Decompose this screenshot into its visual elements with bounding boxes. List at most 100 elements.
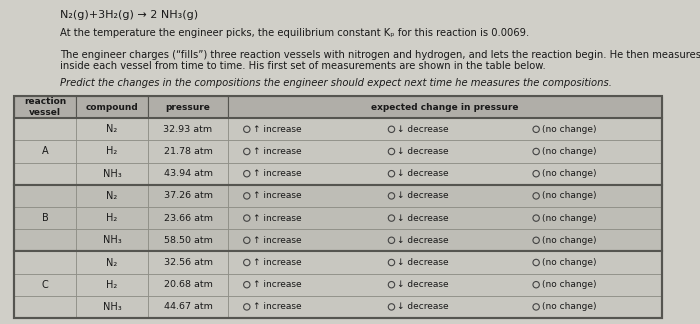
Text: expected change in pressure: expected change in pressure xyxy=(371,103,519,111)
Text: (no change): (no change) xyxy=(542,236,596,245)
Text: Predict the changes in the compositions the engineer should expect next time he : Predict the changes in the compositions … xyxy=(60,78,612,88)
Bar xyxy=(148,296,228,318)
Bar xyxy=(228,185,662,207)
Text: (no change): (no change) xyxy=(542,169,596,178)
Text: ↑ increase: ↑ increase xyxy=(253,258,301,267)
Text: H₂: H₂ xyxy=(106,280,118,290)
Bar xyxy=(148,185,228,207)
Bar xyxy=(148,207,228,229)
Bar xyxy=(148,251,228,273)
Text: B: B xyxy=(41,213,48,223)
Bar xyxy=(76,296,148,318)
Bar xyxy=(14,163,76,185)
Text: (no change): (no change) xyxy=(542,302,596,311)
Bar xyxy=(76,207,148,229)
Bar xyxy=(148,229,228,251)
Bar xyxy=(76,185,148,207)
Text: ↑ increase: ↑ increase xyxy=(253,125,301,134)
Text: ↓ decrease: ↓ decrease xyxy=(397,191,449,201)
Bar xyxy=(76,251,148,273)
Text: NH₃: NH₃ xyxy=(103,302,121,312)
Bar xyxy=(14,229,76,251)
Text: ↓ decrease: ↓ decrease xyxy=(397,147,449,156)
Bar xyxy=(14,185,76,207)
Bar xyxy=(76,118,148,140)
Text: (no change): (no change) xyxy=(542,214,596,223)
Bar xyxy=(148,96,228,118)
Text: ↓ decrease: ↓ decrease xyxy=(397,236,449,245)
Text: (no change): (no change) xyxy=(542,147,596,156)
Text: 32.56 atm: 32.56 atm xyxy=(164,258,213,267)
Text: 32.93 atm: 32.93 atm xyxy=(163,125,213,134)
Bar xyxy=(148,273,228,296)
Text: 23.66 atm: 23.66 atm xyxy=(164,214,213,223)
Bar xyxy=(14,96,662,318)
Bar xyxy=(76,96,148,118)
Text: ↓ decrease: ↓ decrease xyxy=(397,302,449,311)
Text: ↓ decrease: ↓ decrease xyxy=(397,125,449,134)
Bar xyxy=(228,163,662,185)
Text: ↑ increase: ↑ increase xyxy=(253,214,301,223)
Bar xyxy=(228,229,662,251)
Bar xyxy=(14,296,76,318)
Text: (no change): (no change) xyxy=(542,191,596,201)
Text: H₂: H₂ xyxy=(106,213,118,223)
Text: N₂(g)+3H₂(g) → 2 NH₃(g): N₂(g)+3H₂(g) → 2 NH₃(g) xyxy=(60,10,198,20)
Bar xyxy=(228,207,662,229)
Text: NH₃: NH₃ xyxy=(103,235,121,245)
Bar xyxy=(14,118,76,140)
Bar xyxy=(148,163,228,185)
Bar xyxy=(228,96,662,118)
Bar xyxy=(14,140,76,163)
Text: (no change): (no change) xyxy=(542,280,596,289)
Text: 21.78 atm: 21.78 atm xyxy=(164,147,212,156)
Bar xyxy=(228,251,662,273)
Text: ↑ increase: ↑ increase xyxy=(253,169,301,178)
Text: 20.68 atm: 20.68 atm xyxy=(164,280,212,289)
Bar xyxy=(148,118,228,140)
Text: ↑ increase: ↑ increase xyxy=(253,280,301,289)
Text: ↓ decrease: ↓ decrease xyxy=(397,214,449,223)
Bar xyxy=(14,118,662,185)
Bar xyxy=(228,118,662,140)
Text: ↓ decrease: ↓ decrease xyxy=(397,169,449,178)
Bar xyxy=(14,96,76,118)
Text: reaction
vessel: reaction vessel xyxy=(24,98,66,117)
Text: (no change): (no change) xyxy=(542,258,596,267)
Text: ↑ increase: ↑ increase xyxy=(253,236,301,245)
Bar xyxy=(76,229,148,251)
Text: compound: compound xyxy=(85,103,139,111)
Text: At the temperature the engineer picks, the equilibrium constant Kₚ for this reac: At the temperature the engineer picks, t… xyxy=(60,28,529,38)
Text: 58.50 atm: 58.50 atm xyxy=(164,236,212,245)
Text: (no change): (no change) xyxy=(542,125,596,134)
Bar xyxy=(228,140,662,163)
Text: C: C xyxy=(41,280,48,290)
Text: ↓ decrease: ↓ decrease xyxy=(397,258,449,267)
Text: ↓ decrease: ↓ decrease xyxy=(397,280,449,289)
Text: inside each vessel from time to time. His first set of measurements are shown in: inside each vessel from time to time. Hi… xyxy=(60,61,546,71)
Text: A: A xyxy=(42,146,48,156)
Text: ↑ increase: ↑ increase xyxy=(253,302,301,311)
Bar xyxy=(14,207,76,229)
Bar xyxy=(14,185,662,251)
Text: N₂: N₂ xyxy=(106,124,118,134)
Bar xyxy=(14,273,76,296)
Text: H₂: H₂ xyxy=(106,146,118,156)
Text: pressure: pressure xyxy=(166,103,211,111)
Text: N₂: N₂ xyxy=(106,191,118,201)
Text: N₂: N₂ xyxy=(106,258,118,268)
Bar xyxy=(14,251,76,273)
Text: The engineer charges (“fills”) three reaction vessels with nitrogen and hydrogen: The engineer charges (“fills”) three rea… xyxy=(60,50,700,60)
Bar xyxy=(148,140,228,163)
Bar xyxy=(14,251,662,318)
Bar xyxy=(76,163,148,185)
Text: 44.67 atm: 44.67 atm xyxy=(164,302,212,311)
Bar xyxy=(228,296,662,318)
Bar xyxy=(76,140,148,163)
Text: ↑ increase: ↑ increase xyxy=(253,191,301,201)
Bar xyxy=(76,273,148,296)
Text: 37.26 atm: 37.26 atm xyxy=(164,191,213,201)
Text: ↑ increase: ↑ increase xyxy=(253,147,301,156)
Text: NH₃: NH₃ xyxy=(103,169,121,179)
Text: 43.94 atm: 43.94 atm xyxy=(164,169,213,178)
